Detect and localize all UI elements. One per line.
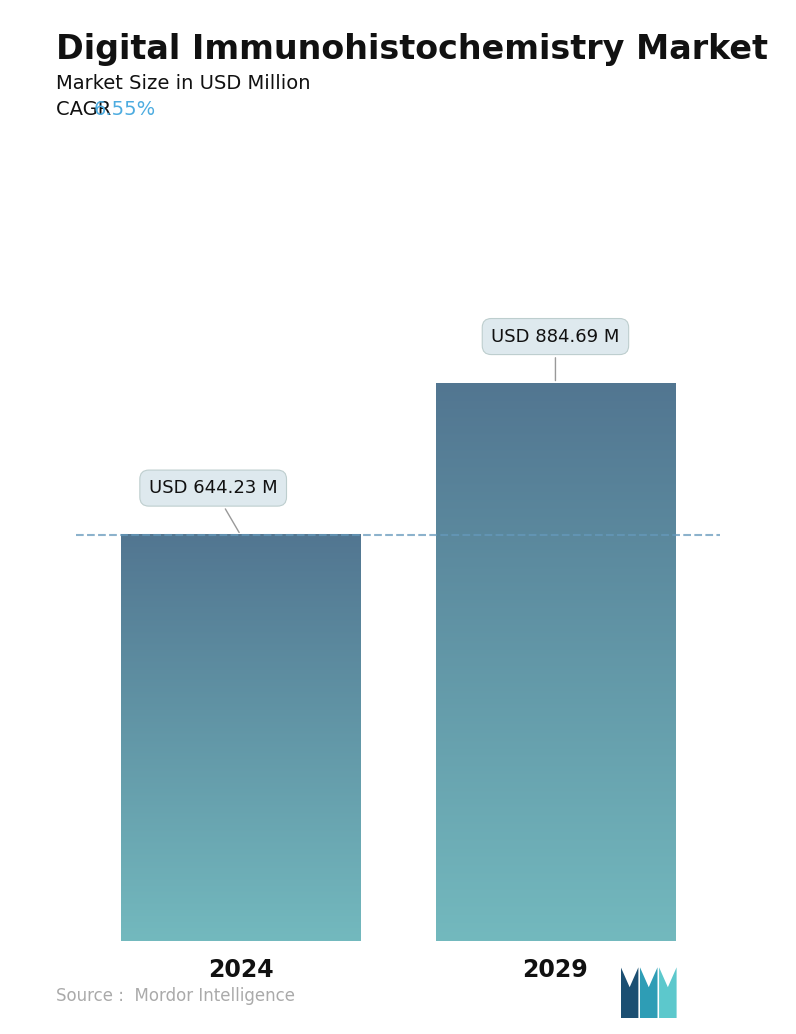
Polygon shape [621, 968, 638, 1018]
Text: USD 644.23 M: USD 644.23 M [149, 479, 278, 533]
Text: USD 884.69 M: USD 884.69 M [491, 328, 619, 381]
Text: Source :  Mordor Intelligence: Source : Mordor Intelligence [56, 987, 295, 1005]
Text: 6.55%: 6.55% [94, 100, 156, 119]
Text: CAGR: CAGR [56, 100, 117, 119]
Polygon shape [659, 968, 677, 1018]
Text: Market Size in USD Million: Market Size in USD Million [56, 74, 310, 93]
Polygon shape [640, 968, 657, 1018]
Text: Digital Immunohistochemistry Market: Digital Immunohistochemistry Market [56, 33, 767, 66]
